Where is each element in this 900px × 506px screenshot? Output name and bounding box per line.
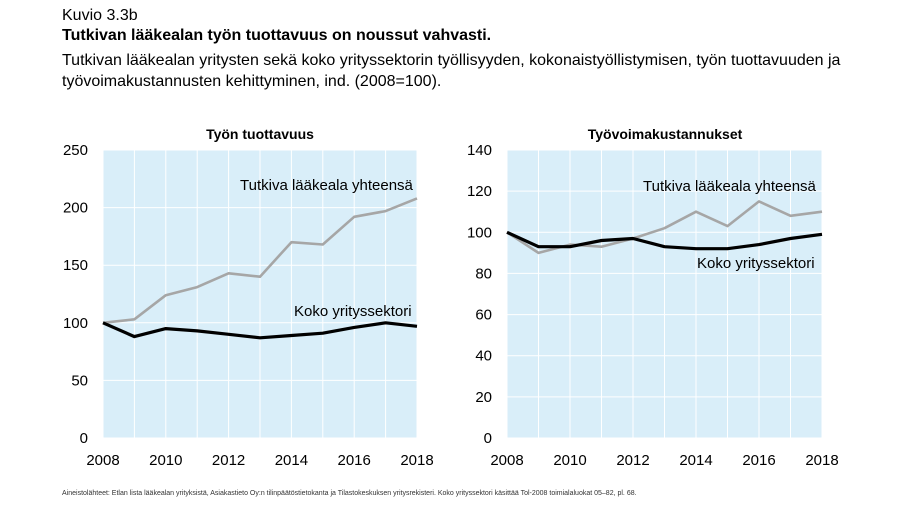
- chart1-y-tick-label: 100: [63, 315, 88, 332]
- chart2-x-tick-label: 2018: [805, 452, 838, 469]
- chart1-x-tick-label: 2010: [149, 452, 182, 469]
- chart2-x-tick-label: 2012: [616, 452, 649, 469]
- chart2-x-tick-label: 2010: [553, 452, 586, 469]
- chart2-y-tick-label: 0: [484, 430, 492, 447]
- chart2-y-tick-label: 120: [467, 183, 492, 200]
- figure-label: Kuvio 3.3b: [62, 7, 138, 24]
- chart1-series-all-sector-label: Koko yrityssektori: [294, 303, 412, 320]
- chart2-series-all-sector-label: Koko yrityssektori: [697, 255, 815, 272]
- chart2-y-tick-label: 60: [475, 307, 492, 324]
- chart2-y-tick-label: 80: [475, 265, 492, 282]
- chart2-x-tick-label: 2008: [490, 452, 523, 469]
- chart2-y-tick-label: 140: [467, 142, 492, 159]
- chart2-y-tick-label: 100: [467, 224, 492, 241]
- chart1-x-tick-label: 2008: [86, 452, 119, 469]
- chart1-x-tick-label: 2016: [338, 452, 371, 469]
- chart2-series-all-sector-line: [506, 230, 823, 251]
- figure-headline: Tutkivan lääkealan työn tuottavuus on no…: [62, 27, 492, 44]
- figure-subtitle: Tutkivan lääkealan yritysten sekä koko y…: [62, 52, 841, 90]
- chart1-y-tick-label: 200: [63, 200, 88, 217]
- chart2-x-tick-label: 2014: [679, 452, 712, 469]
- chart1-y-tick-label: 0: [80, 430, 88, 447]
- chart1-series-pharma-label: Tutkiva lääkeala yhteensä: [240, 177, 414, 194]
- chart2-series-pharma-label: Tutkiva lääkeala yhteensä: [643, 178, 817, 195]
- chart1-y-tick-label: 50: [71, 372, 88, 389]
- source-note: Aineistolähteet: Etlan lista lääkealan y…: [62, 490, 637, 497]
- chart1-x-tick-label: 2014: [275, 452, 308, 469]
- chart1-title: Työn tuottavuus: [206, 126, 314, 142]
- chart1-x-tick-label: 2012: [212, 452, 245, 469]
- chart2-x-tick-label: 2016: [742, 452, 775, 469]
- chart1-series-all-sector-line: [102, 321, 418, 340]
- chart1-y-tick-label: 250: [63, 142, 88, 159]
- chart2-title: Työvoimakustannukset: [588, 126, 743, 142]
- chart1-series-pharma-line: [102, 197, 418, 325]
- chart1-y-tick-label: 150: [63, 257, 88, 274]
- chart2-y-tick-label: 20: [475, 389, 492, 406]
- chart1-x-tick-label: 2018: [400, 452, 433, 469]
- chart2-y-tick-label: 40: [475, 348, 492, 365]
